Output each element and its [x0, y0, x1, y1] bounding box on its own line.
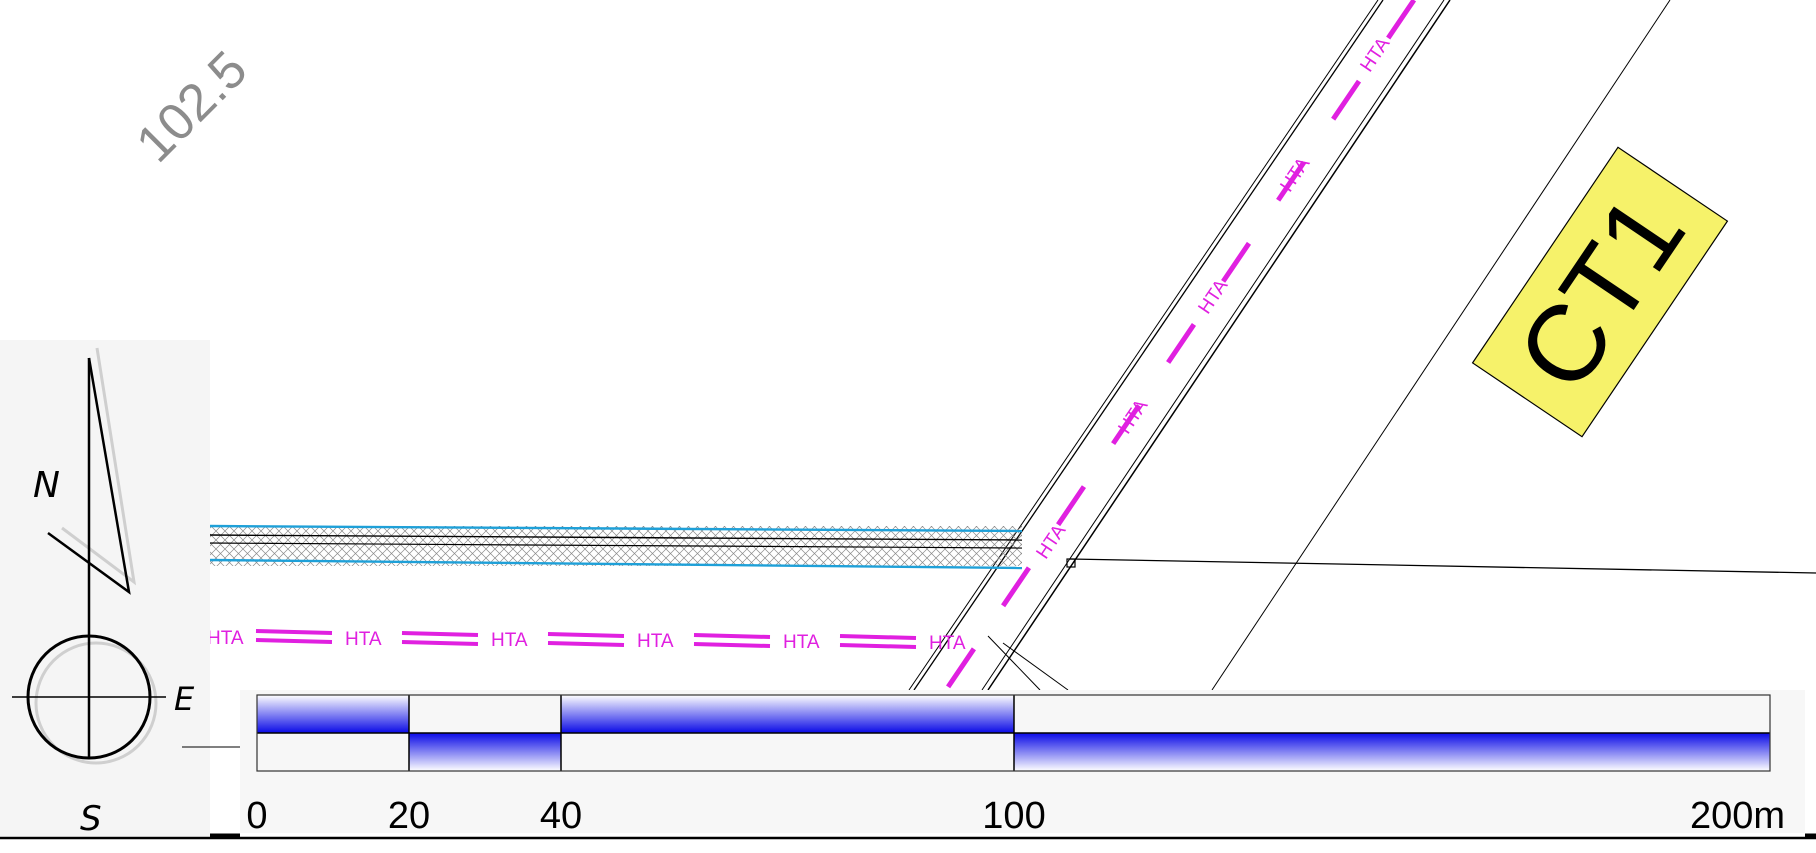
network-label: HTA [1357, 34, 1395, 76]
north-arrow: N E S [0, 340, 240, 839]
network-labels-horizontal: HTA HTA HTA HTA HTA HTA [207, 628, 966, 654]
network-line-diagonal [943, 0, 1417, 692]
compass-south-label: S [80, 799, 102, 839]
node-marker [1066, 558, 1076, 568]
network-label: HTA [1277, 154, 1315, 196]
parcel-boundaries [987, 0, 1816, 691]
parcel-label-box: CT1 [1471, 146, 1729, 438]
scale-tick-label: 100 [982, 795, 1045, 837]
network-label: HTA [491, 630, 528, 651]
scale-tick-label: 200m [1690, 795, 1785, 837]
network-label: HTA [207, 628, 244, 649]
network-label: HTA [1033, 521, 1071, 563]
network-label: HTA [637, 631, 674, 652]
diagonal-road [908, 0, 1451, 691]
scale-bar: 0 20 40 100 200m [240, 690, 1805, 837]
elevation-label: 102.5 [125, 40, 258, 173]
scale-tick-label: 20 [388, 795, 430, 837]
scale-tick-label: 40 [540, 795, 582, 837]
network-label: HTA [783, 632, 820, 653]
hatched-road [207, 524, 1023, 570]
network-label: HTA [1195, 276, 1233, 318]
network-label: HTA [929, 633, 966, 654]
network-line-horizontal [255, 629, 917, 649]
network-label: HTA [345, 629, 382, 650]
scale-tick-label: 0 [246, 795, 267, 837]
compass-north-label: N [33, 465, 60, 506]
compass-east-label: E [174, 680, 195, 718]
